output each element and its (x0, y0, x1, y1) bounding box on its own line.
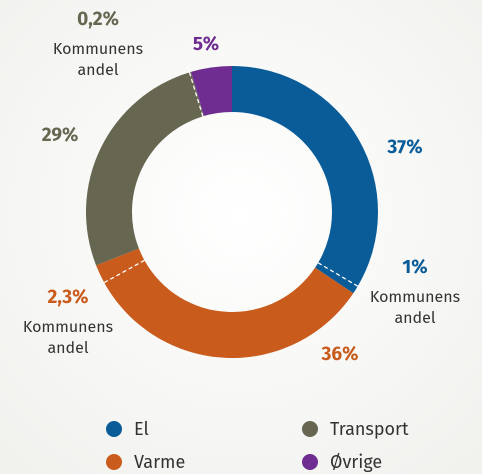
donut-segment (232, 66, 378, 287)
divider (317, 262, 364, 290)
sub-label: Kommunens (53, 40, 143, 59)
legend-swatch (106, 454, 122, 470)
divider (98, 259, 145, 287)
value-label: 36% (321, 343, 359, 366)
sub-label: Kommunens (370, 288, 460, 307)
divider (187, 66, 204, 117)
sub-value-label: 1% (402, 256, 427, 279)
donut-segment (104, 260, 354, 358)
legend-label: Varme (134, 451, 185, 473)
legend-swatch (302, 421, 318, 437)
value-label: 37% (386, 136, 422, 159)
sub-segment (315, 262, 358, 294)
value-label: 29% (42, 124, 79, 147)
sub-label: andel (394, 309, 435, 328)
legend-label: El (134, 418, 149, 440)
legend-label: Transport (330, 418, 409, 440)
sub-label: Kommunens (23, 318, 113, 337)
sub-label: andel (77, 61, 118, 80)
value-label: 5% (193, 33, 219, 56)
legend-swatch (302, 454, 318, 470)
donut-segment (191, 66, 232, 117)
sub-value-label: 0,2% (77, 8, 119, 31)
sub-value-label: 2,3% (48, 286, 89, 309)
sub-segment (96, 248, 145, 283)
legend-swatch (106, 421, 122, 437)
sub-label: andel (47, 339, 88, 358)
donut-segment (86, 72, 203, 266)
legend-label: Øvrige (330, 451, 382, 473)
